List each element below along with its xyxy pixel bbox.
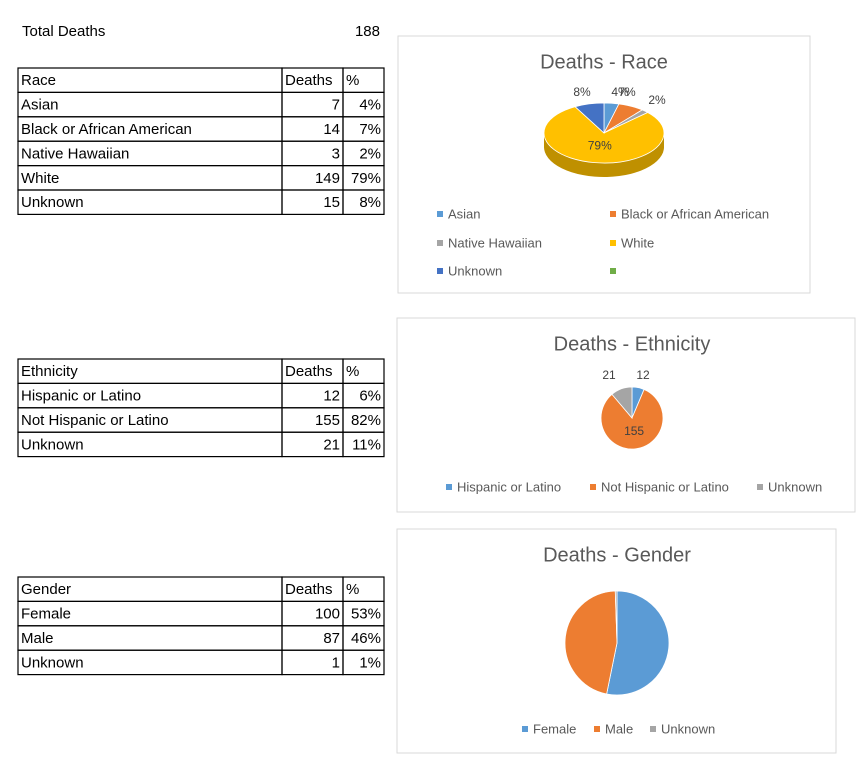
- cell-text: 7: [332, 97, 340, 114]
- cell-text: 87: [323, 630, 340, 647]
- cell-text: 6%: [359, 388, 381, 405]
- cell-text: Asian: [21, 97, 59, 114]
- legend-marker: [522, 726, 528, 732]
- cell-text: 155: [315, 412, 340, 429]
- header-cell: Deaths: [285, 363, 333, 380]
- cell-text: 1%: [359, 654, 381, 671]
- header-cell: Deaths: [285, 72, 333, 89]
- cell-text: Male: [21, 630, 54, 647]
- cell-text: 12: [323, 388, 340, 405]
- slice: [600, 388, 664, 450]
- legend-marker: [650, 726, 656, 732]
- cell-text: 14: [323, 121, 340, 138]
- table-cell: [342, 649, 385, 676]
- slice: [564, 590, 618, 695]
- cell-text: 21: [323, 436, 340, 453]
- slice: [614, 590, 618, 644]
- cell-text: 4%: [359, 97, 381, 114]
- header-cell: Race: [21, 72, 56, 89]
- legend-label: Unknown: [661, 721, 715, 736]
- cell-text: Unknown: [21, 436, 84, 453]
- legend-label: White: [621, 235, 654, 250]
- cell-text: Native Hawaiian: [21, 145, 129, 162]
- table-cell: [17, 625, 283, 651]
- header-cell: %: [346, 581, 359, 598]
- legend-label: Hispanic or Latino: [457, 479, 561, 494]
- legend-label: Not Hispanic or Latino: [601, 479, 729, 494]
- cell-text: 15: [323, 194, 340, 211]
- data-label: 7%: [618, 85, 636, 99]
- cell-text: 149: [315, 170, 340, 187]
- cell-text: 53%: [351, 606, 381, 623]
- slice: [606, 590, 670, 696]
- legend-marker: [437, 240, 443, 246]
- cell-text: Unknown: [21, 194, 84, 211]
- legend-marker: [446, 484, 452, 490]
- slice: [574, 102, 605, 134]
- data-label: 21: [602, 368, 616, 382]
- data-label: 155: [624, 424, 644, 438]
- legend-label: Unknown: [768, 479, 822, 494]
- chart-title: Deaths - Gender: [543, 544, 691, 566]
- total-label: Total Deaths: [22, 23, 105, 40]
- header-cell: %: [346, 72, 359, 89]
- data-label: 12: [636, 368, 650, 382]
- slice: [611, 386, 633, 420]
- cell-text: 2%: [359, 145, 381, 162]
- cell-text: 11%: [352, 436, 381, 453]
- cell-text: White: [21, 170, 59, 187]
- legend-label: Male: [605, 721, 633, 736]
- chart-title: Deaths - Ethnicity: [554, 333, 711, 355]
- legend-marker: [610, 240, 616, 246]
- cell-text: Hispanic or Latino: [21, 388, 141, 405]
- data-label: 79%: [588, 139, 612, 153]
- legend-marker: [590, 484, 596, 490]
- legend-marker: [437, 211, 443, 217]
- data-label: 8%: [573, 85, 591, 99]
- cell-text: Not Hispanic or Latino: [21, 412, 169, 429]
- legend-label: Female: [533, 721, 576, 736]
- table-cell: [342, 189, 385, 215]
- cell-text: Black or African American: [21, 121, 192, 138]
- legend-marker: [757, 484, 763, 490]
- cell-text: Unknown: [21, 654, 84, 671]
- legend-marker: [594, 726, 600, 732]
- slice: [543, 106, 665, 164]
- legend-marker: [610, 268, 616, 274]
- cell-text: 79%: [351, 170, 381, 187]
- chart-title: Deaths - Race: [540, 51, 668, 73]
- data-label: 2%: [648, 93, 666, 107]
- cell-text: 100: [315, 606, 340, 623]
- cell-text: 3: [332, 145, 340, 162]
- legend-label: Asian: [448, 206, 481, 221]
- legend-label: Unknown: [448, 263, 502, 278]
- cell-text: 8%: [359, 194, 381, 211]
- cell-text: 1: [332, 654, 340, 671]
- legend-marker: [610, 211, 616, 217]
- header-cell: Deaths: [285, 581, 333, 598]
- legend-marker: [437, 268, 443, 274]
- data-label: 4%: [611, 85, 629, 99]
- legend-label: Black or African American: [621, 206, 769, 221]
- cell-text: Female: [21, 606, 71, 623]
- cell-text: 7%: [359, 121, 381, 138]
- header-cell: %: [346, 363, 359, 380]
- header-cell: Gender: [21, 581, 71, 598]
- cell-text: 82%: [351, 412, 381, 429]
- legend-label: Native Hawaiian: [448, 235, 542, 250]
- cell-text: 46%: [351, 630, 381, 647]
- table-cell: [342, 431, 385, 458]
- table-cell: [17, 67, 283, 93]
- total-value: 188: [355, 23, 380, 40]
- header-cell: Ethnicity: [21, 363, 78, 380]
